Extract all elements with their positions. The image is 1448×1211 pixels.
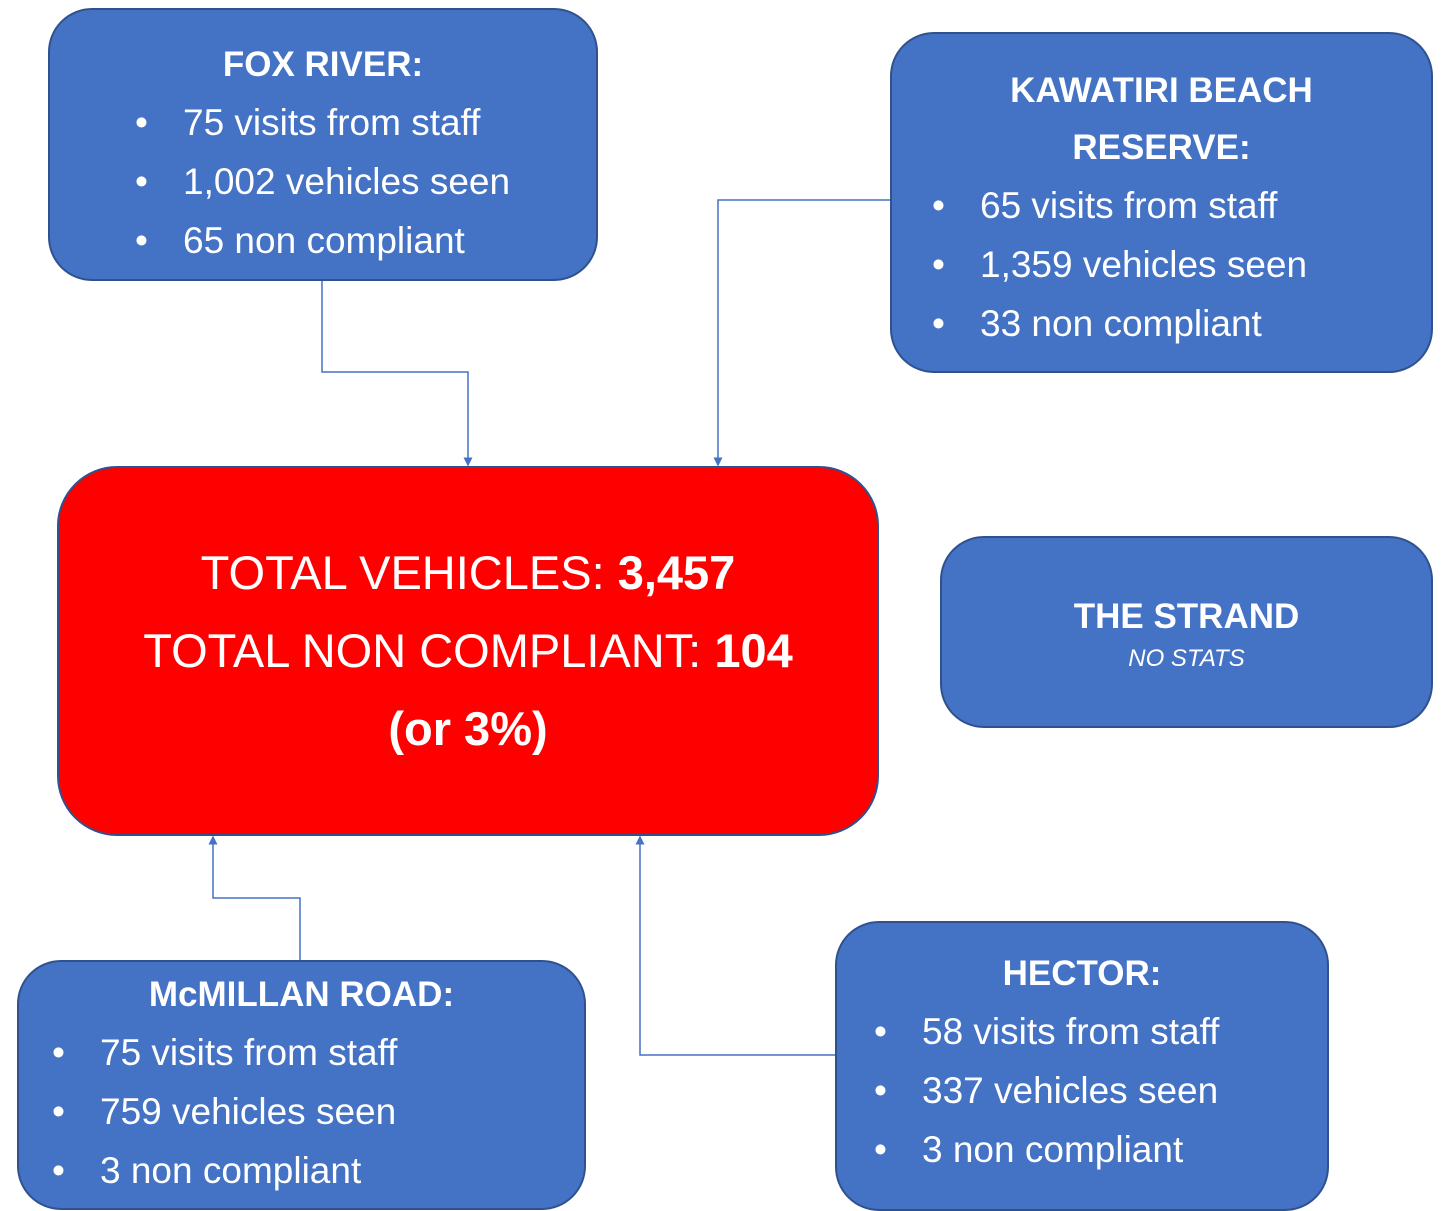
bullet-item: 3 non compliant — [874, 1120, 1327, 1179]
total-line: TOTAL VEHICLES: 3,457 — [201, 534, 736, 612]
bullet-item: 759 vehicles seen — [52, 1082, 584, 1141]
total-value: (or 3%) — [388, 702, 548, 755]
total-box: TOTAL VEHICLES: 3,457 TOTAL NON COMPLIANT… — [57, 466, 879, 836]
connector — [713, 199, 890, 467]
node-title: HECTOR: — [1002, 954, 1162, 993]
node-title: THE STRAND — [1073, 597, 1300, 636]
node-box: HECTOR: 58 visits from staff337 vehicles … — [835, 921, 1329, 1211]
bullet-item: 1,002 vehicles seen — [135, 152, 596, 211]
node-subtitle: NO STATS — [1128, 645, 1245, 672]
node-box: FOX RIVER: 75 visits from staff1,002 vehi… — [48, 8, 598, 281]
connector — [208, 835, 301, 960]
bullet-item: 65 non compliant — [135, 211, 596, 270]
total-value: 104 — [714, 624, 793, 677]
node-box: McMILLAN ROAD: 75 visits from staff759 ve… — [17, 960, 586, 1210]
connector — [321, 280, 473, 467]
bullet-item: 75 visits from staff — [135, 93, 596, 152]
bullet-item: 1,359 vehicles seen — [932, 235, 1431, 294]
node-title: McMILLAN ROAD: — [148, 975, 455, 1014]
node-title: FOX RIVER: — [222, 45, 424, 84]
total-label: TOTAL NON COMPLIANT: — [143, 624, 702, 677]
connector — [635, 835, 835, 1056]
bullet-item: 3 non compliant — [52, 1141, 584, 1200]
bullet-item: 65 visits from staff — [932, 176, 1431, 235]
node-box: THE STRAND NO STATS — [940, 536, 1433, 728]
node-box: KAWATIRI BEACH RESERVE: 65 visits from st… — [890, 32, 1433, 373]
bullet-item: 58 visits from staff — [874, 1002, 1327, 1061]
total-line: TOTAL NON COMPLIANT: 104 — [143, 612, 792, 690]
node-title: KAWATIRI BEACH RESERVE: — [1010, 71, 1313, 167]
bullet-item: 75 visits from staff — [52, 1023, 584, 1082]
bullet-item: 337 vehicles seen — [874, 1061, 1327, 1120]
total-label: TOTAL VEHICLES: — [200, 546, 605, 599]
total-value: 3,457 — [617, 546, 736, 599]
bullet-item: 33 non compliant — [932, 294, 1431, 353]
total-line: (or 3%) — [388, 690, 547, 768]
